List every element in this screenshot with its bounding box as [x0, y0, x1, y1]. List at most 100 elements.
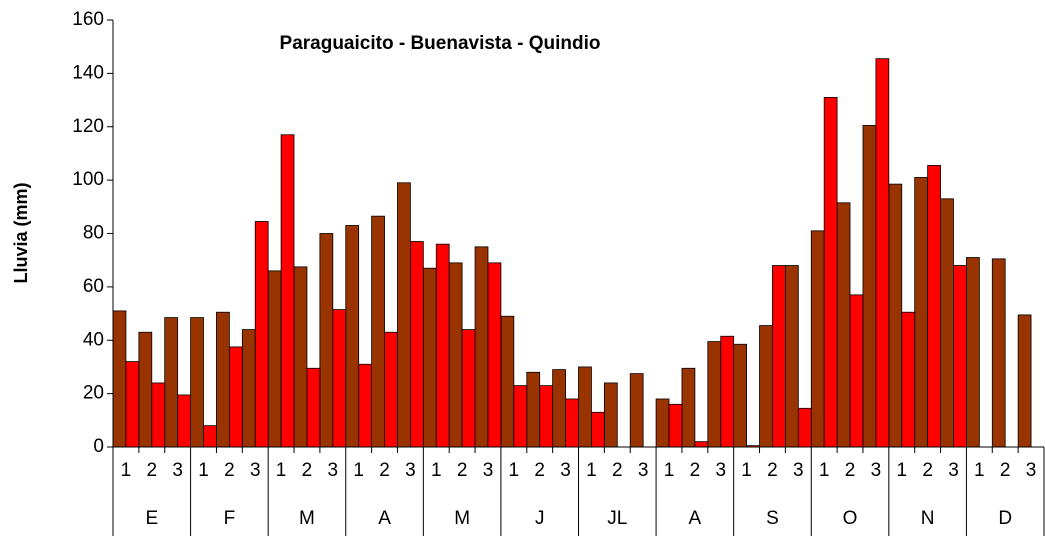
- x-tick-label: 2: [147, 460, 158, 481]
- x-tick-label: 2: [845, 460, 856, 481]
- bar: [940, 198, 954, 448]
- x-tick-label: 2: [457, 460, 468, 481]
- bar: [461, 329, 476, 448]
- x-tick-label: 1: [819, 460, 830, 481]
- bar: [953, 265, 967, 448]
- x-tick-label: 2: [302, 460, 313, 481]
- bar: [332, 309, 347, 448]
- group-label: M: [299, 508, 315, 529]
- x-tick-label: 2: [534, 460, 545, 481]
- x-tick-label: 3: [250, 460, 261, 481]
- bar: [397, 182, 411, 448]
- group-label: A: [378, 508, 391, 529]
- group-label: N: [921, 508, 935, 529]
- bar: [151, 382, 166, 448]
- x-tick-label: 2: [767, 460, 778, 481]
- bar: [591, 411, 605, 448]
- group-label: M: [454, 508, 470, 529]
- y-tick-label: 100: [72, 169, 104, 190]
- bar: [810, 230, 825, 448]
- bar: [681, 367, 696, 448]
- bar: [629, 373, 644, 448]
- bar: [526, 371, 541, 448]
- y-tick-label: 140: [72, 62, 104, 83]
- bar: [849, 294, 864, 448]
- x-tick-label: 1: [121, 460, 132, 481]
- x-tick-label: 1: [741, 460, 752, 481]
- bar: [216, 311, 230, 448]
- bar: [694, 441, 709, 448]
- bar: [707, 341, 722, 448]
- group-label: J: [535, 508, 545, 529]
- x-tick-label: 1: [974, 460, 985, 481]
- y-tick-label: 20: [83, 383, 104, 404]
- group-label: JL: [607, 508, 627, 529]
- bar: [1017, 314, 1032, 448]
- bar: [474, 246, 489, 448]
- bar: [177, 394, 191, 448]
- group-label: S: [766, 508, 779, 529]
- bar: [254, 221, 269, 448]
- bar: [410, 241, 424, 448]
- x-tick-label: 3: [483, 460, 494, 481]
- bar: [565, 398, 579, 448]
- x-tick-label: 2: [690, 460, 701, 481]
- group-label: F: [224, 508, 236, 529]
- bar: [966, 257, 980, 448]
- y-tick-label: 0: [93, 436, 104, 457]
- x-tick-label: 2: [379, 460, 390, 481]
- group-label: D: [998, 508, 1012, 529]
- bar: [720, 335, 735, 448]
- y-tick-label: 80: [83, 223, 104, 244]
- bar: [991, 258, 1006, 448]
- x-tick-label: 3: [948, 460, 959, 481]
- bar: [293, 266, 308, 448]
- x-tick-label: 2: [224, 460, 235, 481]
- chart-title: Paraguaicito - Buenavista - Quindio: [280, 33, 601, 54]
- x-tick-label: 2: [1000, 460, 1011, 481]
- bar: [823, 96, 838, 448]
- bar: [862, 125, 877, 448]
- y-axis-label: Lluvia (mm): [11, 182, 31, 283]
- x-tick-label: 3: [328, 460, 339, 481]
- x-tick-label: 3: [793, 460, 804, 481]
- x-tick-label: 2: [612, 460, 623, 481]
- x-tick-label: 1: [664, 460, 675, 481]
- bar: [888, 183, 903, 448]
- group-label: E: [145, 508, 158, 529]
- bar: [539, 385, 554, 448]
- bar: [422, 267, 437, 448]
- bar: [306, 367, 321, 448]
- bar: [358, 363, 373, 448]
- bar: [772, 265, 786, 448]
- bar: [435, 243, 450, 448]
- bar: [927, 165, 941, 448]
- bar: [797, 407, 812, 448]
- bar: [578, 366, 592, 448]
- bar: [668, 403, 683, 448]
- bar: [448, 262, 463, 448]
- bar: [138, 331, 153, 448]
- x-tick-label: 3: [1026, 460, 1037, 481]
- x-tick-label: 3: [560, 460, 571, 481]
- bar: [280, 134, 295, 448]
- bar: [875, 58, 890, 448]
- x-tick-label: 3: [715, 460, 726, 481]
- y-tick-label: 40: [83, 329, 104, 350]
- x-tick-label: 3: [405, 460, 416, 481]
- x-tick-label: 1: [586, 460, 597, 481]
- bar: [836, 202, 851, 448]
- x-tick-label: 3: [172, 460, 183, 481]
- y-tick-label: 60: [83, 276, 104, 297]
- bar: [319, 233, 334, 448]
- group-label: O: [843, 508, 858, 529]
- bar: [241, 329, 256, 448]
- y-tick-label: 120: [72, 116, 104, 137]
- bar: [125, 361, 140, 448]
- bar: [500, 315, 515, 448]
- group-label: A: [689, 508, 702, 529]
- bar: [203, 425, 217, 448]
- bar: [655, 398, 670, 448]
- bar: [552, 369, 566, 448]
